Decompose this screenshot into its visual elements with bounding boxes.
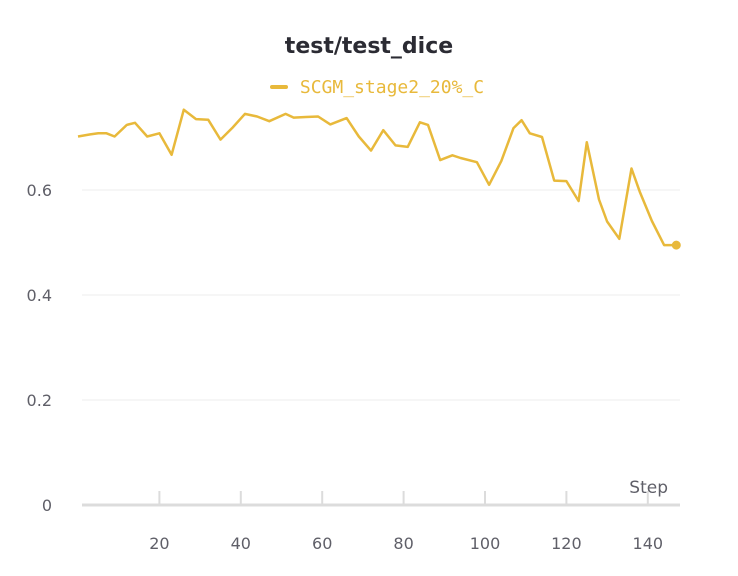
data-point[interactable] xyxy=(475,160,479,164)
data-point[interactable] xyxy=(133,121,137,125)
data-point[interactable] xyxy=(520,118,524,122)
data-point[interactable] xyxy=(585,140,589,144)
data-point[interactable] xyxy=(459,156,463,160)
data-point[interactable] xyxy=(243,112,247,116)
data-point[interactable] xyxy=(393,143,397,147)
data-point[interactable] xyxy=(650,219,654,223)
data-point[interactable] xyxy=(426,123,430,127)
data-point[interactable] xyxy=(528,131,532,135)
data-point[interactable] xyxy=(145,134,149,138)
y-tick-label: 0.6 xyxy=(27,181,52,200)
data-point[interactable] xyxy=(357,134,361,138)
data-point[interactable] xyxy=(552,179,556,183)
data-point[interactable] xyxy=(218,138,222,142)
data-point[interactable] xyxy=(487,183,491,187)
y-tick-labels: 0 0.2 0.4 0.6 xyxy=(27,181,52,515)
data-point[interactable] xyxy=(304,115,308,119)
data-point[interactable] xyxy=(76,134,80,138)
x-tick-label: 60 xyxy=(312,534,332,553)
data-point[interactable] xyxy=(292,116,296,120)
data-point[interactable] xyxy=(316,115,320,119)
x-axis-label: Step xyxy=(629,478,668,498)
data-point[interactable] xyxy=(88,132,92,136)
data-point[interactable] xyxy=(577,199,581,203)
data-point[interactable] xyxy=(564,179,568,183)
data-point[interactable] xyxy=(630,166,634,170)
data-point[interactable] xyxy=(157,131,161,135)
data-point[interactable] xyxy=(170,153,174,157)
legend-swatch xyxy=(269,85,288,89)
series-end-point[interactable] xyxy=(671,240,681,250)
data-point[interactable] xyxy=(182,108,186,112)
chart-title: test/test_dice xyxy=(284,34,454,59)
x-tick-label: 40 xyxy=(231,534,251,553)
y-tick-label: 0 xyxy=(42,496,52,515)
data-point[interactable] xyxy=(284,112,288,116)
data-point[interactable] xyxy=(231,126,235,130)
grid-lines xyxy=(82,189,680,401)
data-point[interactable] xyxy=(662,243,666,247)
data-point[interactable] xyxy=(104,131,108,135)
y-tick-label: 0.4 xyxy=(27,286,52,305)
data-point[interactable] xyxy=(369,149,373,153)
data-point[interactable] xyxy=(255,115,259,119)
data-point[interactable] xyxy=(125,123,129,127)
data-point[interactable] xyxy=(206,118,210,122)
data-point[interactable] xyxy=(194,117,198,121)
legend: SCGM_stage2_20%_C xyxy=(0,74,738,98)
data-point[interactable] xyxy=(638,190,642,194)
y-tick-label: 0.2 xyxy=(27,391,52,410)
data-point[interactable] xyxy=(345,116,349,120)
data-point[interactable] xyxy=(597,197,601,201)
x-tick-label: 80 xyxy=(393,534,413,553)
data-point[interactable] xyxy=(328,122,332,126)
data-point[interactable] xyxy=(418,120,422,124)
series-line[interactable] xyxy=(77,108,677,247)
series-group xyxy=(76,108,681,250)
x-tick-label: 100 xyxy=(470,534,501,553)
data-point[interactable] xyxy=(113,134,117,138)
x-tick-label: 140 xyxy=(633,534,664,553)
data-point[interactable] xyxy=(96,131,100,135)
data-point[interactable] xyxy=(605,220,609,224)
data-point[interactable] xyxy=(438,158,442,162)
data-point[interactable] xyxy=(381,128,385,132)
data-point[interactable] xyxy=(617,237,621,241)
data-point[interactable] xyxy=(499,159,503,163)
data-point[interactable] xyxy=(450,153,454,157)
x-tick-label: 120 xyxy=(551,534,582,553)
x-tick-labels: 20 40 60 80 100 120 140 xyxy=(149,491,663,553)
x-tick-label: 20 xyxy=(149,534,169,553)
legend-series-label[interactable]: SCGM_stage2_20%_C xyxy=(299,76,485,98)
data-point[interactable] xyxy=(406,145,410,149)
data-point[interactable] xyxy=(540,135,544,139)
data-point[interactable] xyxy=(267,119,271,123)
data-point[interactable] xyxy=(511,126,515,130)
